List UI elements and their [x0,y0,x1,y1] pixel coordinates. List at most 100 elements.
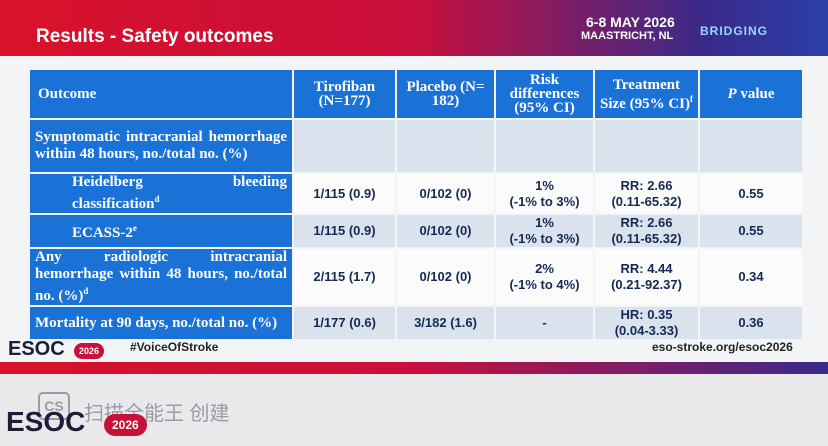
event-place: MAASTRICHT, NL [581,30,674,42]
cell-text: (0.04-3.33) [614,323,679,338]
table-cell: 1/177 (0.6) [292,305,397,341]
watermark-icon: CS [38,392,70,420]
url: eso-stroke.org/esoc2026 [652,340,793,354]
table-cell: 0.55 [698,172,804,215]
cell-text: 0.55 [738,185,764,201]
table-cell: - [494,305,595,341]
table-cell: 1% (-1% to 3%) [494,213,595,249]
cell-text: 1/115 (0.9) [313,185,376,201]
table-cell [593,118,700,174]
cell-text: 0/102 (0) [419,269,472,284]
table-cell: RR: 2.66 (0.11-65.32) [593,172,700,215]
watermark-year: 2026 [104,414,147,436]
table-row: ECASS-2e 1/115 (0.9) 0/102 (0) 1% (-1% to 3%… [28,213,804,249]
cell-text: Tirofiban (N=177) [313,79,376,109]
table-cell [395,118,496,174]
cell-text: RR: 2.66 [620,215,673,230]
header-bar [0,0,828,56]
column-header: Risk differences (95% CI) [494,68,595,120]
watermark-brand: ESOC [6,406,86,437]
column-header: P value [698,68,804,120]
cell-text: - [542,315,547,330]
cell-text: (0.11-65.32) [611,231,682,246]
cell-text: 0.34 [738,269,764,284]
table-cell: 0/102 (0) [395,213,496,249]
row-label: Mortality at 90 days, no./total no. (%) [28,305,294,341]
table-cell: HR: 0.35 (0.04-3.33) [593,305,700,341]
table-row: Symptomatic intracranial hemorrhage with… [28,118,804,174]
cell-text: (-1% to 4%) [509,277,580,292]
table-cell: 2% (-1% to 4%) [494,247,595,307]
cell-text: Any radiologic intracranial hemorrhage w… [35,249,287,304]
hashtag: #VoiceOfStroke [130,340,219,354]
column-header: Tirofiban (N=177) [292,68,397,120]
row-label: Symptomatic intracranial hemorrhage with… [28,118,294,174]
table-row: Mortality at 90 days, no./total no. (%) 1… [28,305,804,341]
event-date: 6-8 MAY 2026 [586,14,675,30]
table-cell: 0.34 [698,247,804,307]
cell-text: 0.55 [738,223,764,238]
table-cell: 0/102 (0) [395,172,496,215]
slide-title: Results - Safety outcomes [36,26,274,47]
cell-text: Outcome [38,86,97,102]
cell-text: Risk differences (95% CI) [509,72,580,116]
cell-text: Mortality at 90 days, no./total no. (%) [35,314,278,331]
table-cell [292,118,397,174]
cell-text: HR: 0.35 [620,307,673,322]
cell-text: (-1% to 3%) [509,231,580,246]
superscript: d [154,194,160,204]
row-label: Heidelberg bleeding classificationd [28,172,294,215]
table-row: Heidelberg bleeding classificationd 1/115… [28,172,804,215]
cell-text: (0.11-65.32) [611,193,682,209]
superscript: d [83,286,89,296]
superscript: e [132,223,137,233]
cell-text: 1/115 (0.9) [313,223,376,238]
column-header: Outcome [28,68,294,120]
cell-text: Heidelberg bleeding classification [72,174,287,212]
cell-text: value [740,86,775,102]
cell-text: RR: 2.66 [620,177,673,193]
cell-text: (-1% to 3%) [509,193,580,209]
slide: Results - Safety outcomes 6-8 MAY 2026 M… [0,0,828,362]
cell-text: 0.36 [738,315,764,330]
cell-text: 3/182 (1.6) [414,315,477,330]
cell-text: 2% [535,261,554,276]
table-cell: RR: 2.66 (0.11-65.32) [593,213,700,249]
table-cell: 3/182 (1.6) [395,305,496,341]
cell-text: ECASS-2 [72,225,133,241]
cell-text: RR: 4.44 [620,261,673,276]
table-cell [494,118,595,174]
superscript: f [690,93,693,104]
table-cell: 0.36 [698,305,804,341]
table-cell: RR: 4.44 (0.21-92.37) [593,247,700,307]
logo: BRIDGING [700,24,768,38]
row-label: ECASS-2e [28,213,294,249]
cell-text: 0/102 (0) [419,185,472,201]
table-cell: 1/115 (0.9) [292,213,397,249]
table-cell: 0/102 (0) [395,247,496,307]
table: Outcome Tirofiban (N=177) Placebo (N= 182)… [28,68,804,341]
cell-text: 1/177 (0.6) [313,315,376,330]
table-row: Any radiologic intracranial hemorrhage w… [28,247,804,307]
bottom-band [0,362,828,374]
column-header: Treatment Size (95% CI)f [593,68,700,120]
cell-text: Placebo (N= 182) [406,79,485,109]
table-cell: 2/115 (1.7) [292,247,397,307]
footer-brand: ESOC [8,338,65,360]
cell-text: Treatment Size (95% CI) [600,76,690,112]
footer-year: 2026 [74,343,105,359]
cell-text: 1% [535,215,554,230]
table-cell [698,118,804,174]
cell-text: 1% [535,177,554,193]
table-cell: 1/115 (0.9) [292,172,397,215]
cell-text: 0/102 (0) [419,223,472,238]
table-cell: 1% (-1% to 3%) [494,172,595,215]
italic-text: P [727,86,737,102]
cell-text: (0.21-92.37) [611,277,682,292]
row-label: Any radiologic intracranial hemorrhage w… [28,247,294,307]
table-cell: 0.55 [698,213,804,249]
cell-text: Symptomatic intracranial hemorrhage with… [35,129,287,162]
cell-text: 2/115 (1.7) [313,269,376,284]
column-header: Placebo (N= 182) [395,68,496,120]
